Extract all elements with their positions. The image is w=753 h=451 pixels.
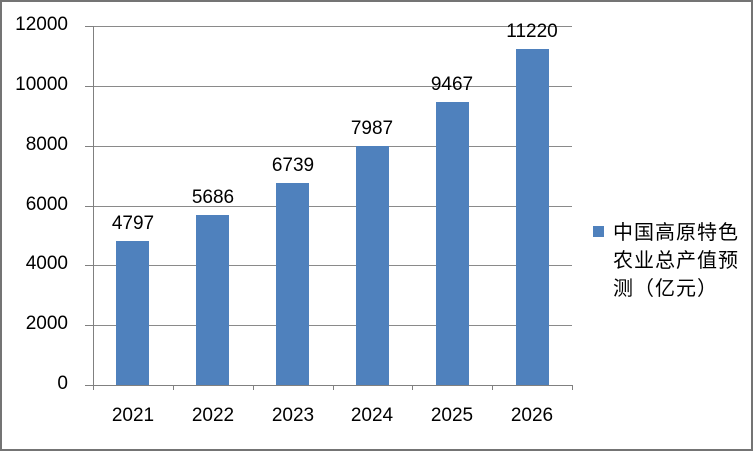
legend-label: 中国高原特色 农业总产值预 测（亿元）: [613, 219, 739, 303]
bar: [116, 241, 149, 385]
gridline: [93, 265, 572, 266]
y-tick-label: 4000: [25, 253, 68, 274]
x-axis-tick: [572, 385, 573, 390]
x-axis-tick: [253, 385, 254, 390]
bar-value-label: 6739: [271, 155, 315, 176]
bar: [276, 183, 309, 385]
gridline: [93, 325, 572, 326]
x-tick-label: 2025: [430, 405, 474, 426]
legend-label-line: 农业总产值预: [613, 250, 739, 272]
x-axis-tick: [173, 385, 174, 390]
bar-value-label: 11220: [506, 21, 558, 42]
bar-value-label: 4797: [111, 213, 155, 234]
legend-color-swatch: [593, 226, 604, 237]
x-axis-tick: [412, 385, 413, 390]
bar: [436, 102, 469, 385]
legend-label-line: 测（亿元）: [613, 278, 718, 300]
bar-value-label: 9467: [430, 74, 474, 95]
x-axis-line: [85, 385, 572, 386]
x-tick-label: 2022: [191, 405, 235, 426]
y-tick-label: 2000: [25, 313, 68, 334]
y-axis-line: [93, 26, 94, 386]
legend-label-line: 中国高原特色: [613, 222, 739, 244]
bar: [356, 146, 389, 385]
bar: [516, 49, 549, 385]
y-axis-tick: [85, 26, 93, 27]
y-tick-label: 6000: [25, 194, 68, 215]
gridline: [93, 146, 572, 147]
y-axis-tick: [85, 146, 93, 147]
bar-value-label: 5686: [191, 187, 235, 208]
x-tick-label: 2023: [271, 405, 315, 426]
bar-value-label: 7987: [350, 118, 394, 139]
bar: [196, 215, 229, 385]
x-axis-tick: [333, 385, 334, 390]
y-axis-tick: [85, 265, 93, 266]
y-axis-tick: [85, 206, 93, 207]
x-axis-tick: [93, 385, 94, 390]
y-tick-label: 0: [57, 373, 68, 394]
x-tick-label: 2024: [350, 405, 394, 426]
y-tick-label: 10000: [15, 74, 68, 95]
gridline: [93, 86, 572, 87]
y-axis-tick: [85, 325, 93, 326]
y-tick-label: 12000: [15, 14, 68, 35]
gridline: [93, 26, 572, 27]
y-axis-tick: [85, 86, 93, 87]
y-tick-label: 8000: [25, 134, 68, 155]
gridline: [93, 206, 572, 207]
legend: 中国高原特色 农业总产值预 测（亿元）: [593, 219, 751, 303]
x-tick-label: 2021: [111, 405, 155, 426]
x-tick-label: 2026: [510, 405, 554, 426]
x-axis-tick: [492, 385, 493, 390]
